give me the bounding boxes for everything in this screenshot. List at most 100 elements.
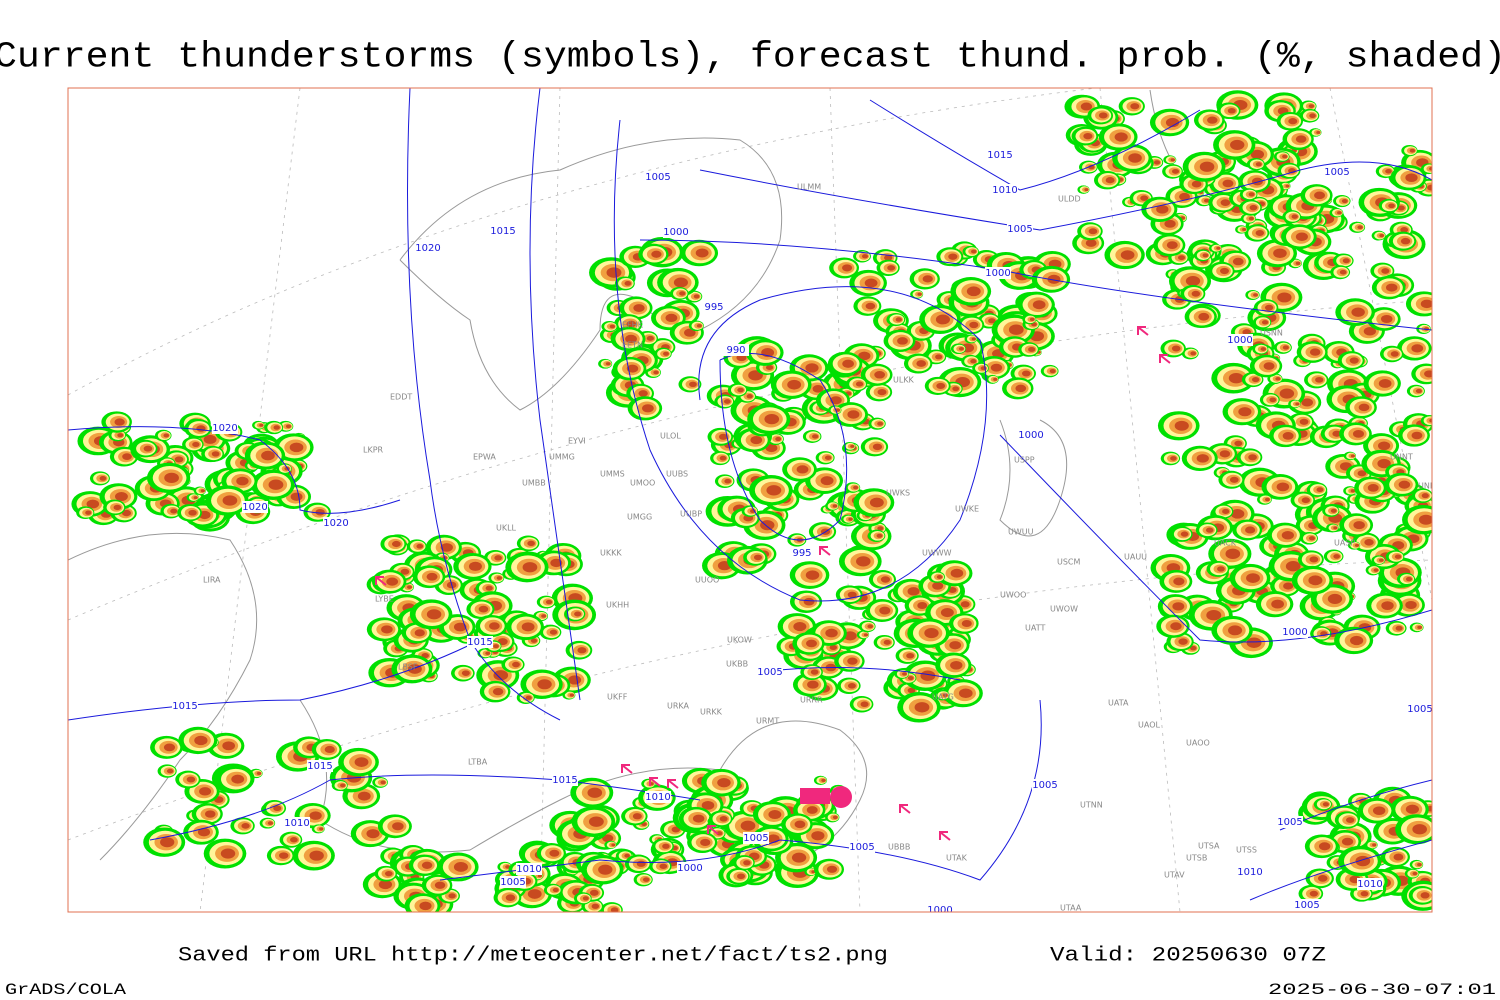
shade-blob bbox=[1350, 454, 1355, 458]
shade-blob bbox=[488, 622, 500, 630]
shade-blob bbox=[384, 870, 393, 877]
shade-blob bbox=[775, 436, 782, 442]
shade-blob bbox=[768, 809, 782, 820]
shade-blob bbox=[917, 602, 928, 609]
shade-blob bbox=[1379, 233, 1385, 238]
shade-blob bbox=[1405, 576, 1413, 582]
isobar-labels: 1015 1010 1005 1000 1005 1000 995 990 1000 1015 10… bbox=[172, 149, 1432, 912]
shade-blob bbox=[1261, 320, 1269, 325]
isobar-label-bg bbox=[1324, 166, 1350, 178]
shade-blob bbox=[1394, 554, 1402, 559]
shade-blob bbox=[1269, 397, 1277, 403]
shade-blob bbox=[200, 489, 205, 493]
shade-blob bbox=[842, 264, 853, 272]
shade-blob bbox=[1216, 246, 1221, 250]
isobar-label: 1010 bbox=[1357, 879, 1382, 890]
shade-blob bbox=[541, 614, 547, 618]
shade-blob bbox=[1378, 379, 1392, 388]
isobar-label-bg bbox=[467, 636, 493, 648]
isobar-label: 1015 bbox=[307, 761, 332, 772]
shade-blob bbox=[826, 865, 838, 873]
storm-symbol bbox=[707, 825, 719, 835]
shade-blob bbox=[949, 641, 962, 650]
shade-blob bbox=[1173, 577, 1185, 586]
station-label: UATA bbox=[1108, 699, 1129, 708]
shade-blob bbox=[864, 278, 878, 288]
station-label: ULOL bbox=[660, 432, 681, 441]
shade-blob bbox=[1130, 103, 1140, 110]
shade-blob bbox=[663, 351, 669, 356]
station-label: LKPR bbox=[363, 446, 384, 455]
station-label: EDDT bbox=[390, 393, 412, 402]
station-label: UWWW bbox=[922, 549, 952, 558]
shade-blob bbox=[1315, 376, 1324, 383]
shade-blob bbox=[1190, 351, 1197, 356]
shade-blob bbox=[1357, 470, 1367, 477]
shade-blob bbox=[1308, 575, 1323, 586]
shade-blob bbox=[1352, 429, 1365, 438]
shade-blob bbox=[1207, 116, 1218, 124]
shade-blob bbox=[821, 778, 826, 782]
isobar-label-bg bbox=[307, 760, 333, 772]
shade-blob bbox=[194, 735, 208, 746]
shade-blob bbox=[285, 424, 292, 429]
shade-blob bbox=[378, 879, 393, 890]
shade-blob bbox=[1166, 241, 1178, 249]
shade-blob bbox=[971, 337, 976, 341]
shade-blob bbox=[1229, 476, 1239, 483]
shade-blob bbox=[512, 661, 520, 668]
shade-blob bbox=[887, 265, 896, 271]
shade-blob bbox=[796, 465, 809, 474]
isobar-label: 1000 bbox=[1282, 627, 1307, 638]
shade-blob bbox=[856, 556, 871, 567]
shade-blob bbox=[1228, 625, 1243, 636]
shade-blob bbox=[1271, 599, 1284, 609]
shade-blob bbox=[319, 827, 324, 831]
shade-blob bbox=[1395, 625, 1403, 631]
shade-blob bbox=[610, 907, 619, 912]
isobar-label-bg bbox=[1237, 866, 1263, 878]
shade-blob bbox=[1301, 398, 1314, 407]
shade-blob bbox=[848, 517, 853, 521]
station-label: USPP bbox=[1014, 456, 1035, 465]
shade-blob bbox=[289, 442, 304, 453]
shade-blob bbox=[606, 267, 622, 278]
shade-blob bbox=[1354, 543, 1360, 547]
isobar-label-bg bbox=[1407, 703, 1432, 715]
shade-blob bbox=[1379, 558, 1384, 562]
storm-symbol bbox=[1159, 354, 1171, 364]
shade-blob bbox=[577, 647, 587, 654]
shade-blob bbox=[753, 554, 763, 561]
shade-blob bbox=[386, 577, 399, 586]
shade-blob bbox=[1411, 344, 1424, 353]
shade-blob bbox=[1174, 420, 1189, 431]
shade-blob bbox=[1172, 602, 1185, 611]
station-label: LIRA bbox=[203, 576, 221, 585]
shade-blob bbox=[1264, 304, 1274, 311]
shade-blob bbox=[160, 837, 175, 848]
shade-blob bbox=[273, 425, 280, 430]
shade-blob bbox=[434, 881, 446, 889]
station-label: USNN bbox=[1260, 329, 1283, 338]
shade-blob bbox=[174, 456, 184, 463]
isobar-label: 995 bbox=[792, 548, 811, 559]
shade-blob bbox=[1140, 195, 1149, 201]
shade-blob bbox=[874, 370, 886, 379]
shade-blob bbox=[1295, 402, 1300, 406]
title: Current thunderstorms (symbols), forecas… bbox=[0, 37, 1500, 78]
shade-blob bbox=[812, 385, 824, 393]
shade-blob bbox=[625, 334, 637, 344]
station-label: UTAV bbox=[1164, 871, 1185, 880]
shade-blob bbox=[936, 575, 943, 579]
shade-blob bbox=[1219, 450, 1231, 458]
shade-blob bbox=[1295, 232, 1308, 241]
isobar-label-bg bbox=[323, 517, 349, 529]
station-label: UWOW bbox=[1050, 605, 1078, 614]
shade-blob bbox=[448, 893, 456, 899]
valid-time: Valid: 20250630 07Z bbox=[1050, 944, 1326, 967]
station-label: UTSB bbox=[1186, 854, 1207, 863]
shade-blob bbox=[1322, 802, 1330, 807]
isobar-label-bg bbox=[849, 841, 875, 853]
shade-blob bbox=[791, 852, 807, 863]
shade-blob bbox=[1227, 107, 1236, 114]
